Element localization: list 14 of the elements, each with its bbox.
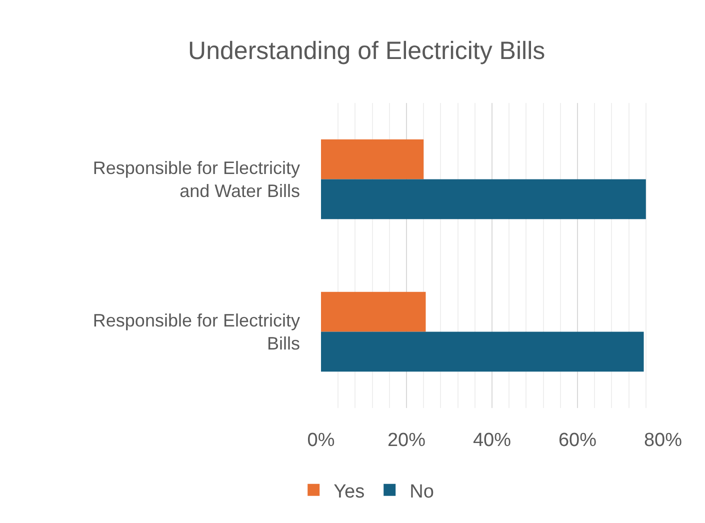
chart-title: Understanding of Electricity Bills: [188, 36, 546, 65]
bar: [321, 139, 424, 180]
bar: [321, 179, 646, 220]
x-tick-label: 40%: [472, 430, 512, 451]
legend-label: No: [410, 481, 434, 502]
x-tick-label: 20%: [387, 430, 426, 451]
y-tick-label: Responsible for Electricity and Water Bills: [92, 158, 300, 202]
x-tick-label: 80%: [644, 430, 682, 451]
bar: [321, 292, 426, 332]
x-tick-label: 60%: [558, 430, 597, 451]
y-tick-label: Responsible for Electricity Bills: [92, 310, 300, 354]
legend-label: Yes: [334, 481, 365, 502]
x-tick-label: 0%: [307, 430, 335, 451]
bar: [321, 332, 644, 372]
